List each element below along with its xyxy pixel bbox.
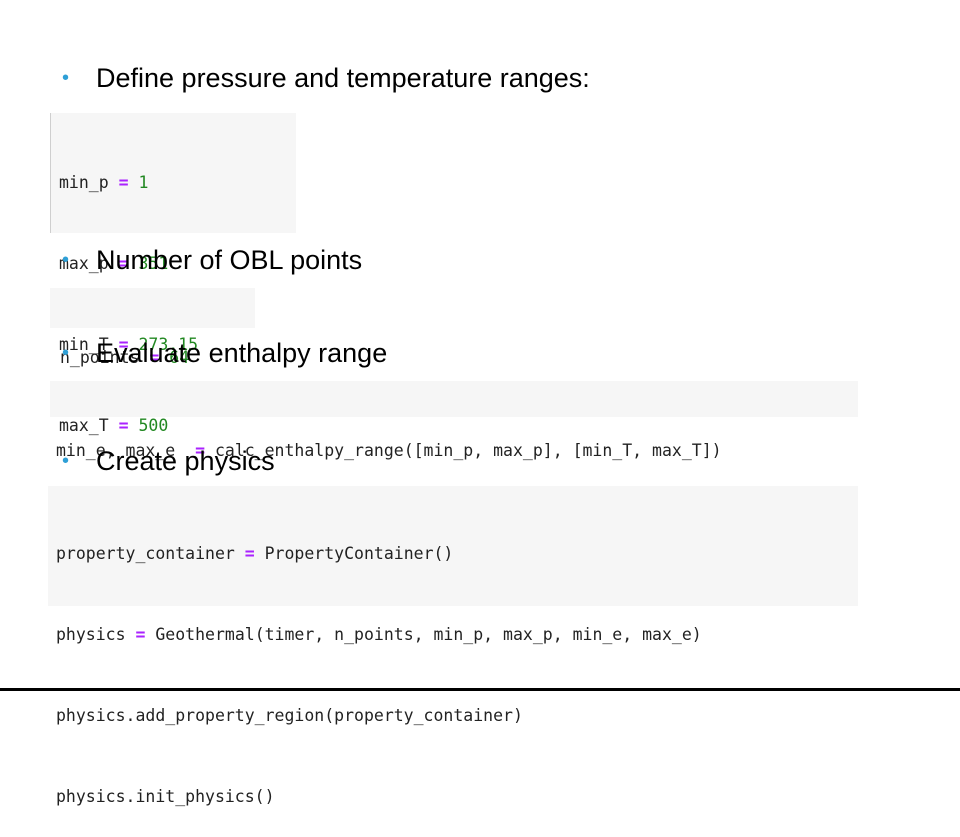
variable-name: physics (56, 625, 136, 644)
code-block-points: n_points = 64 (50, 288, 255, 367)
code-block-enthalpy: min_e, max_e = calc_enthalpy_range([min_… (50, 381, 858, 460)
operator: = (118, 173, 129, 192)
code-block-physics: property_container = PropertyContainer()… (48, 486, 858, 806)
code-line: property_container = PropertyContainer() (56, 540, 858, 567)
code-line: min_p = 1 (59, 169, 296, 196)
number-literal: 1 (138, 173, 149, 192)
code-line: max_T = 500 (59, 412, 296, 439)
operator: = (118, 335, 129, 354)
code-line: physics.init_physics() (56, 787, 275, 806)
function-call: PropertyContainer() (254, 544, 454, 563)
bullet-enthalpy-range: • Evaluate enthalpy range (62, 337, 387, 369)
operator: = (244, 544, 255, 563)
variable-name: n_points (60, 348, 140, 367)
number-literal: 273.15 (138, 335, 199, 354)
bullet-obl-points: • Number of OBL points (62, 244, 362, 276)
bullet-dot-icon: • (62, 449, 70, 472)
code-line: n_points = 64 (60, 344, 255, 371)
bullet-create-physics: • Create physics (62, 445, 275, 477)
operator: = (118, 254, 129, 273)
number-literal: 64 (169, 348, 190, 367)
slide-footer-divider (0, 688, 960, 691)
variable-name: min_T (59, 335, 109, 354)
operator: = (195, 441, 206, 460)
code-line: min_e, max_e = calc_enthalpy_range([min_… (56, 437, 858, 464)
bullet-define-ranges: • Define pressure and temperature ranges… (62, 62, 590, 94)
bullet-text: Define pressure and temperature ranges: (96, 62, 590, 93)
variable-name: min_p (59, 173, 109, 192)
code-line: physics.add_property_region(property_con… (56, 706, 523, 725)
variable-names: min_e, max_e (56, 441, 196, 460)
operator: = (118, 416, 129, 435)
number-literal: 500 (138, 416, 169, 435)
bullet-dot-icon: • (62, 66, 70, 89)
function-call: Geothermal(timer, n_points, min_p, max_p… (145, 625, 702, 644)
bullet-text: Create physics (96, 445, 275, 476)
number-literal: 351 (138, 254, 169, 273)
code-line: min_T = 273.15 (59, 331, 296, 358)
bullet-dot-icon: • (62, 248, 70, 271)
code-line: physics = Geothermal(timer, n_points, mi… (56, 621, 858, 648)
operator: = (149, 348, 160, 367)
variable-name: property_container (56, 544, 245, 563)
code-line: max_p = 351 (59, 250, 296, 277)
variable-name: max_T (59, 416, 109, 435)
operator: = (135, 625, 146, 644)
function-call: calc_enthalpy_range([min_p, max_p], [min… (205, 441, 722, 460)
bullet-dot-icon: • (62, 341, 70, 364)
bullet-text: Evaluate enthalpy range (96, 337, 388, 368)
bullet-text: Number of OBL points (96, 244, 363, 275)
variable-name: max_p (59, 254, 109, 273)
code-block-ranges: min_p = 1 max_p = 351 min_T = 273.15 max… (50, 113, 296, 435)
